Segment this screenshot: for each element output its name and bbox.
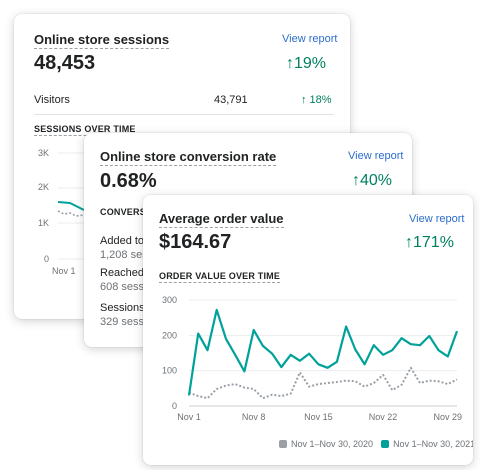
y-tick-label: 0 <box>172 401 177 411</box>
sessions-view-report-link[interactable]: View report <box>282 33 338 45</box>
visitors-label: Visitors <box>34 94 70 106</box>
series-line-2021 <box>187 308 459 396</box>
conversion-change: ↑40% <box>352 172 393 189</box>
series-line-2020 <box>188 366 458 400</box>
x-tick-label: Nov 15 <box>304 412 333 422</box>
conversion-rate: 0.68% <box>100 170 157 192</box>
y-tick: 2K <box>38 182 50 192</box>
y-tick: 3K <box>38 148 50 158</box>
y-tick-label: 100 <box>162 366 177 376</box>
chart-legend: Nov 1–Nov 30, 2020 Nov 1–Nov 30, 2021 <box>279 439 473 449</box>
y-tick-label: 300 <box>162 295 177 305</box>
legend-swatch-2020 <box>279 440 287 448</box>
x-tick-label: Nov 22 <box>369 412 398 422</box>
legend-label-2021: Nov 1–Nov 30, 2021 <box>393 439 473 449</box>
divider <box>34 114 334 115</box>
conversion-title[interactable]: Online store conversion rate <box>100 149 277 166</box>
funnel-label: Sessions <box>100 302 145 314</box>
funnel-sub: 608 sessi <box>100 281 147 293</box>
conversion-view-report-link[interactable]: View report <box>348 150 404 162</box>
visitors-value: 43,791 <box>214 94 248 106</box>
y-tick-label: 200 <box>162 330 177 340</box>
funnel-label: Reached c <box>100 267 153 279</box>
aov-value: $164.67 <box>159 231 232 253</box>
aov-change: ↑171% <box>405 234 454 251</box>
funnel-sub: 329 sessi <box>100 316 147 328</box>
x-tick-label: Nov 29 <box>433 412 462 422</box>
aov-card: Average order value View report $164.67 … <box>143 195 473 465</box>
y-tick: 0 <box>44 254 50 264</box>
sessions-line-2021 <box>57 201 85 211</box>
x-tick-label: Nov 1 <box>177 412 201 422</box>
aov-view-report-link[interactable]: View report <box>409 213 465 225</box>
sessions-line-2020 <box>57 210 85 217</box>
aov-section-title: ORDER VALUE OVER TIME <box>159 271 281 283</box>
conversion-section-title: CONVERSI <box>100 207 149 217</box>
sessions-title[interactable]: Online store sessions <box>34 32 170 49</box>
x-tick-label: Nov 8 <box>242 412 266 422</box>
sessions-total: 48,453 <box>34 52 96 74</box>
aov-line-chart: 0 100 200 300 Nov 1 Nov 8 Nov 15 Nov 22 Nov 29 <box>162 295 462 422</box>
y-tick: 1K <box>38 218 50 228</box>
legend-label-2020: Nov 1–Nov 30, 2020 <box>291 439 374 449</box>
legend-swatch-2021 <box>381 440 390 448</box>
x-tick: Nov 1 <box>52 266 76 276</box>
sessions-change: ↑19% <box>286 55 327 72</box>
funnel-sub: 1,208 ses <box>100 249 148 261</box>
visitors-change: ↑ 18% <box>301 94 332 106</box>
funnel-label: Added to <box>100 235 145 247</box>
aov-title[interactable]: Average order value <box>159 211 284 228</box>
